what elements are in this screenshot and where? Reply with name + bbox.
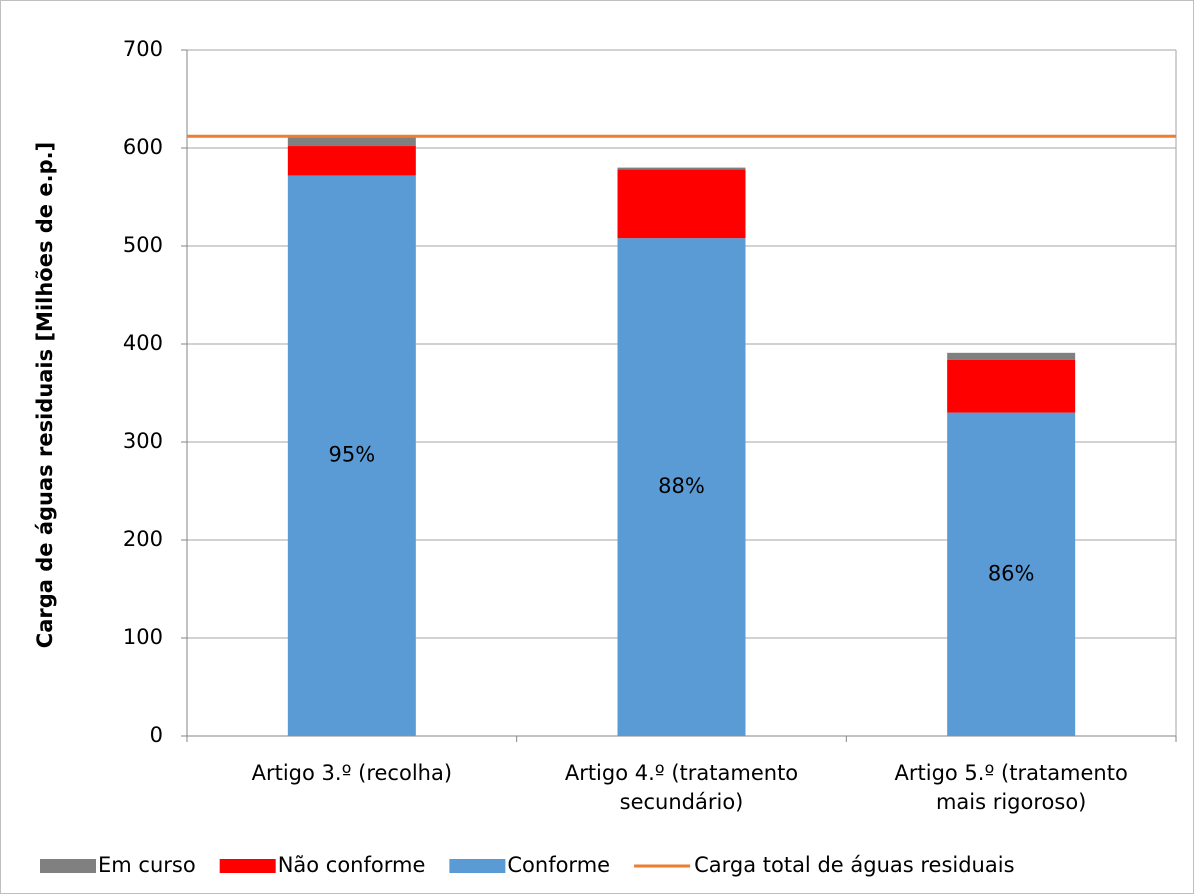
y-tick-label: 400	[123, 331, 163, 355]
legend-swatch	[40, 859, 96, 873]
y-tick-label: 100	[123, 625, 163, 649]
data-label: 95%	[328, 443, 375, 467]
bar-segment	[287, 175, 416, 736]
data-label: 88%	[658, 474, 705, 498]
bar-segment	[617, 167, 746, 170]
y-tick-label: 300	[123, 429, 163, 453]
legend-swatch	[219, 859, 276, 873]
legend-label: Conforme	[507, 853, 610, 877]
legend-label: Não conforme	[278, 853, 426, 877]
legend-label: Carga total de águas residuais	[694, 853, 1014, 877]
x-tick-label: Artigo 4.º (tratamento	[565, 761, 798, 785]
bar-segment	[947, 352, 1076, 360]
bar-segment	[617, 238, 746, 736]
y-tick-label: 0	[150, 723, 163, 747]
x-tick-label: Artigo 5.º (tratamento	[895, 761, 1128, 785]
data-label: 86%	[988, 561, 1035, 585]
y-axis-label: Carga de águas residuais [Milhões de e.p…	[33, 142, 57, 648]
bar-segment	[617, 169, 746, 239]
x-tick-label: mais rigoroso)	[936, 790, 1086, 814]
legend-label: Em curso	[98, 853, 196, 877]
y-tick-label: 700	[123, 37, 163, 61]
bar-segment	[287, 137, 416, 147]
bar-segment	[947, 412, 1076, 736]
y-tick-label: 500	[123, 233, 163, 257]
bar-segment	[287, 146, 416, 176]
bar-segment	[947, 359, 1076, 413]
x-tick-label: Artigo 3.º (recolha)	[252, 761, 452, 785]
y-tick-label: 600	[123, 135, 163, 159]
legend-swatch	[449, 859, 506, 873]
x-tick-label: secundário)	[620, 790, 744, 814]
y-tick-label: 200	[123, 527, 163, 551]
